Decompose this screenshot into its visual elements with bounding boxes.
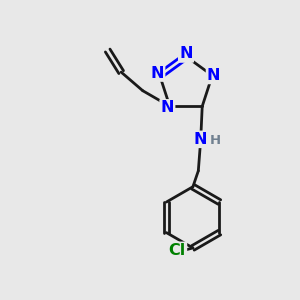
Text: N: N: [151, 66, 164, 81]
Text: H: H: [210, 134, 221, 147]
Text: N: N: [207, 68, 220, 83]
Text: N: N: [179, 46, 193, 62]
Text: N: N: [160, 100, 174, 115]
Text: Cl: Cl: [169, 243, 186, 258]
Text: N: N: [194, 132, 208, 147]
